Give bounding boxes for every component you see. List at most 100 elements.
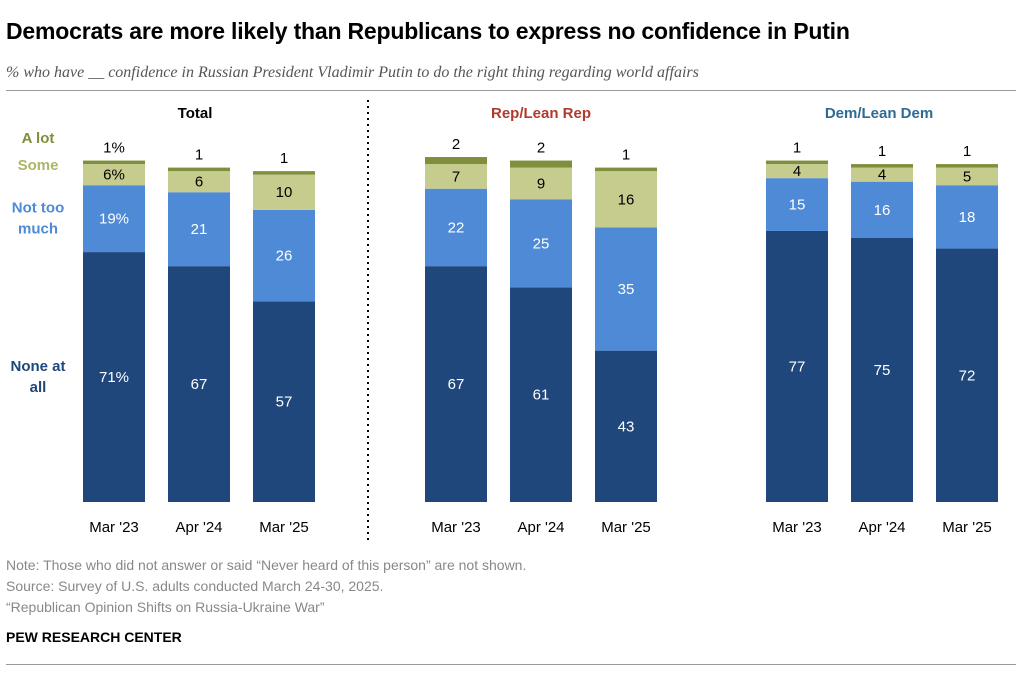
bar-segment-total-not-too-much [253, 209, 315, 302]
bar-segment-dem-lean-dem-none-at-all [766, 230, 828, 502]
bar-segment-total-not-too-much [168, 192, 230, 267]
legend-label-line: A lot [22, 130, 55, 147]
legend-label-line: None at [10, 358, 65, 375]
bar-segment-total-none-at-all [168, 266, 230, 502]
bar-segment-dem-lean-dem-none-at-all [936, 248, 998, 502]
bar-segment-rep-lean-rep-some [425, 164, 487, 189]
bar-segment-total-not-too-much [83, 185, 145, 253]
bar-segment-total-none-at-all [83, 252, 145, 502]
legend-label-some: Some [18, 157, 59, 174]
data-label-total-a-lot: 1% [103, 140, 125, 157]
data-label-total-a-lot: 1 [195, 147, 203, 164]
bar-segment-total-some [253, 174, 315, 210]
data-label-rep-lean-rep-not-too-much: 22 [448, 219, 465, 236]
bar-segment-dem-lean-dem-a-lot [936, 164, 998, 168]
legend-label-none-at-all: None at all [10, 358, 65, 396]
data-label-total-not-too-much: 21 [191, 221, 208, 238]
legend-label-line: much [18, 221, 58, 238]
bar-segment-dem-lean-dem-some [851, 167, 913, 182]
bar-segment-rep-lean-rep-not-too-much [425, 188, 487, 267]
bar-segment-rep-lean-rep-none-at-all [510, 287, 572, 502]
bar-segment-total-a-lot [253, 171, 315, 175]
x-tick-label: Mar '23 [89, 519, 139, 536]
bar-segment-dem-lean-dem-a-lot [766, 160, 828, 165]
bar-segment-rep-lean-rep-a-lot [595, 167, 657, 172]
report-title: “Republican Opinion Shifts on Russia-Ukr… [6, 599, 325, 615]
chart-source: Source: Survey of U.S. adults conducted … [6, 578, 384, 594]
chart-title: Democrats are more likely than Republica… [6, 18, 850, 44]
x-tick-label: Mar '25 [942, 519, 992, 536]
data-label-dem-lean-dem-some: 4 [793, 163, 801, 180]
x-tick-label: Mar '25 [259, 519, 309, 536]
bar-segment-total-a-lot [83, 160, 145, 165]
bar-segment-rep-lean-rep-some [595, 171, 657, 228]
data-label-rep-lean-rep-a-lot: 2 [537, 140, 545, 157]
bar-segment-rep-lean-rep-some [510, 167, 572, 200]
data-label-rep-lean-rep-none-at-all: 43 [618, 418, 635, 435]
bar-segment-rep-lean-rep-none-at-all [425, 266, 487, 502]
chart-note: Note: Those who did not answer or said “… [6, 557, 527, 573]
data-label-dem-lean-dem-a-lot: 1 [793, 140, 801, 157]
bar-segment-rep-lean-rep-none-at-all [595, 350, 657, 502]
chart-subtitle: % who have __ confidence in Russian Pres… [6, 64, 699, 81]
data-label-rep-lean-rep-a-lot: 2 [452, 136, 460, 153]
data-label-rep-lean-rep-some: 7 [452, 168, 460, 185]
x-tick-label: Mar '23 [431, 519, 481, 536]
data-label-total-none-at-all: 57 [276, 394, 293, 411]
data-label-dem-lean-dem-a-lot: 1 [878, 143, 886, 160]
legend-label-a-lot: A lot [22, 130, 55, 147]
data-label-dem-lean-dem-none-at-all: 77 [789, 358, 806, 375]
x-tick-label: Apr '24 [858, 519, 905, 536]
legend-label-line: Not too [12, 200, 64, 217]
bar-segment-dem-lean-dem-not-too-much [766, 178, 828, 231]
x-tick-label: Apr '24 [517, 519, 564, 536]
data-label-rep-lean-rep-a-lot: 1 [622, 147, 630, 164]
data-label-dem-lean-dem-not-too-much: 16 [874, 202, 891, 219]
data-label-dem-lean-dem-some: 4 [878, 167, 886, 184]
data-label-rep-lean-rep-some: 9 [537, 175, 545, 192]
top-rule [6, 90, 1016, 91]
bar-segment-total-some [83, 164, 145, 186]
bar-segment-rep-lean-rep-not-too-much [510, 199, 572, 288]
data-label-total-none-at-all: 67 [191, 376, 208, 393]
bar-segment-dem-lean-dem-some [766, 164, 828, 179]
data-label-total-a-lot: 1 [280, 150, 288, 167]
data-label-dem-lean-dem-none-at-all: 72 [959, 367, 976, 384]
data-label-rep-lean-rep-not-too-much: 25 [533, 235, 550, 252]
data-label-dem-lean-dem-not-too-much: 18 [959, 209, 976, 226]
bar-segment-dem-lean-dem-not-too-much [936, 185, 998, 249]
data-label-total-some: 6% [103, 167, 125, 184]
data-label-total-not-too-much: 26 [276, 248, 293, 265]
data-label-dem-lean-dem-none-at-all: 75 [874, 362, 891, 379]
bar-segment-dem-lean-dem-not-too-much [851, 181, 913, 238]
bar-segment-dem-lean-dem-none-at-all [851, 238, 913, 502]
data-label-total-some: 6 [195, 174, 203, 191]
bar-segment-total-none-at-all [253, 301, 315, 502]
bar-segment-rep-lean-rep-a-lot [510, 160, 572, 168]
data-label-total-some: 10 [276, 184, 293, 201]
x-tick-label: Apr '24 [175, 519, 222, 536]
x-tick-label: Mar '25 [601, 519, 651, 536]
bar-segment-total-some [168, 171, 230, 193]
panel-title-rep-lean-rep: Rep/Lean Rep [491, 105, 591, 122]
legend-label-line: all [30, 379, 47, 396]
panel-title-dem-lean-dem: Dem/Lean Dem [825, 105, 933, 122]
bar-segment-rep-lean-rep-a-lot [425, 157, 487, 165]
data-label-rep-lean-rep-some: 16 [618, 191, 635, 208]
data-label-total-none-at-all: 71% [99, 369, 129, 386]
data-label-dem-lean-dem-not-too-much: 15 [789, 197, 806, 214]
bar-segment-dem-lean-dem-a-lot [851, 164, 913, 168]
legend-label-line: Some [18, 157, 59, 174]
data-label-rep-lean-rep-none-at-all: 67 [448, 376, 465, 393]
data-label-dem-lean-dem-a-lot: 1 [963, 143, 971, 160]
bottom-rule [6, 664, 1016, 665]
data-label-total-not-too-much: 19% [99, 211, 129, 228]
data-label-dem-lean-dem-some: 5 [963, 168, 971, 185]
data-label-rep-lean-rep-none-at-all: 61 [533, 387, 550, 404]
bar-segment-dem-lean-dem-some [936, 167, 998, 186]
bar-segment-total-a-lot [168, 167, 230, 172]
bar-segment-rep-lean-rep-not-too-much [595, 227, 657, 351]
brand-name: PEW RESEARCH CENTER [6, 629, 182, 645]
panel-title-total: Total [178, 105, 213, 122]
